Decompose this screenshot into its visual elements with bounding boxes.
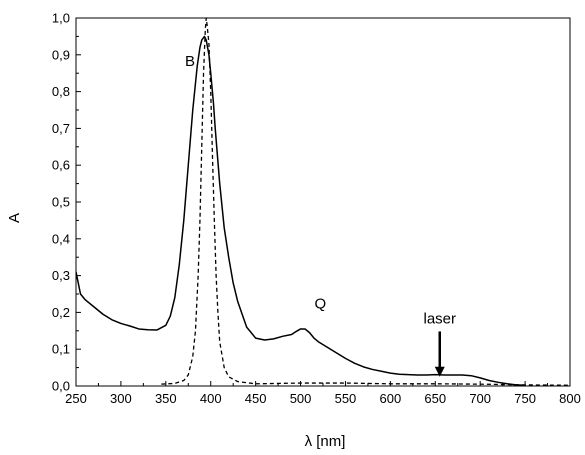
y-tick-label: 0,2 [52, 305, 70, 320]
y-tick-label: 1,0 [52, 11, 70, 26]
y-tick-label: 0,3 [52, 268, 70, 283]
y-tick-label: 0,0 [52, 379, 70, 394]
x-tick-label: 350 [155, 391, 177, 406]
x-tick-label: 800 [559, 391, 581, 406]
x-tick-label: 550 [335, 391, 357, 406]
annotation-label: Q [314, 296, 326, 313]
solid-spectrum-line [76, 35, 526, 386]
x-tick-label: 600 [380, 391, 402, 406]
x-tick-label: 500 [290, 391, 312, 406]
x-tick-label: 750 [514, 391, 536, 406]
x-tick-label: 700 [469, 391, 491, 406]
y-tick-label: 0,9 [52, 47, 70, 62]
x-tick-label: 250 [65, 391, 87, 406]
y-axis-ticks: 0,0 0,1 0,2 0,3 0,4 0,5 0,6 0,7 0,8 0,9 1,0 [52, 11, 81, 394]
x-tick-label: 300 [110, 391, 132, 406]
y-tick-label: 0,1 [52, 342, 70, 357]
series-layer [76, 17, 570, 386]
annotation-label: B [185, 53, 195, 70]
dashed-spectrum-line [161, 17, 570, 386]
y-tick-label: 0,4 [52, 231, 70, 246]
x-axis-title: λ [nm] [305, 433, 346, 450]
x-axis-ticks: 250 300 350 400 450 500 550 600 650 700 750 800 [65, 381, 581, 406]
y-axis-title: A [6, 213, 23, 223]
y-tick-label: 0,6 [52, 158, 70, 173]
annotation-label: laser [424, 310, 457, 327]
axes [75, 17, 571, 387]
plot-frame [75, 17, 571, 387]
laser-arrow-head [434, 366, 445, 377]
x-tick-label: 450 [245, 391, 267, 406]
y-tick-label: 0,7 [52, 121, 70, 136]
x-tick-label: 650 [424, 391, 446, 406]
y-tick-label: 0,8 [52, 84, 70, 99]
x-tick-label: 400 [200, 391, 222, 406]
y-tick-label: 0,5 [52, 195, 70, 210]
